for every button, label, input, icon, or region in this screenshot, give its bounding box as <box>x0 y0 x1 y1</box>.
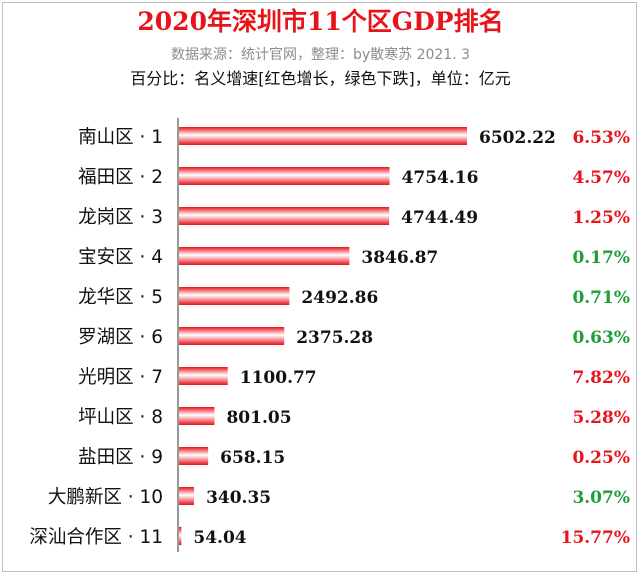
bar <box>179 407 215 425</box>
category-label: 福田区 · 2 <box>78 167 163 188</box>
category-label: 龙岗区 · 3 <box>78 207 163 228</box>
category-label: 龙华区 · 5 <box>78 287 163 308</box>
bar <box>179 327 285 345</box>
value-label: 6502.22 <box>479 128 556 148</box>
growth-rate-label: 6.53% <box>572 128 630 148</box>
bar <box>179 447 209 465</box>
category-label: 光明区 · 7 <box>78 367 163 388</box>
source-note: 数据来源：统计官网，整理：by散寒苏 2021. 3 <box>170 47 471 63</box>
growth-rate-label: 0.63% <box>572 328 630 348</box>
bar <box>179 207 390 225</box>
category-label: 深汕合作区 · 11 <box>29 527 163 548</box>
growth-rate-label: 7.82% <box>572 368 630 388</box>
bar <box>179 247 350 265</box>
value-label: 2375.28 <box>296 328 373 348</box>
value-label: 54.04 <box>193 528 246 548</box>
growth-rate-label: 0.71% <box>572 288 630 308</box>
value-label: 340.35 <box>206 488 271 508</box>
category-label: 南山区 · 1 <box>78 127 163 148</box>
bar <box>179 127 467 145</box>
bar <box>179 367 228 385</box>
growth-rate-label: 15.77% <box>561 528 630 548</box>
value-label: 4744.49 <box>401 208 478 228</box>
growth-rate-label: 1.25% <box>572 208 630 228</box>
growth-rate-label: 4.57% <box>572 168 630 188</box>
value-label: 658.15 <box>220 448 285 468</box>
growth-rate-label: 0.17% <box>572 248 630 268</box>
value-label: 2492.86 <box>301 288 378 308</box>
category-label: 盐田区 · 9 <box>78 447 163 468</box>
bar <box>179 287 290 305</box>
growth-rate-label: 0.25% <box>572 448 630 468</box>
growth-rate-label: 3.07% <box>572 488 630 508</box>
category-label: 坪山区 · 8 <box>78 407 163 428</box>
unit-note: 百分比：名义增速[红色增长，绿色下跌]，单位：亿元 <box>130 69 511 88</box>
category-label: 大鹏新区 · 10 <box>48 487 163 508</box>
growth-rate-label: 5.28% <box>572 408 630 428</box>
bar <box>179 527 182 545</box>
bar <box>179 487 195 505</box>
category-label: 罗湖区 · 6 <box>78 327 163 348</box>
bar <box>179 167 390 185</box>
value-label: 3846.87 <box>361 248 438 268</box>
chart-title: 2020年深圳市11个区GDP排名 <box>137 7 504 36</box>
value-label: 1100.77 <box>240 368 317 388</box>
category-label: 宝安区 · 4 <box>78 247 163 268</box>
value-label: 4754.16 <box>402 168 479 188</box>
value-label: 801.05 <box>226 408 291 428</box>
